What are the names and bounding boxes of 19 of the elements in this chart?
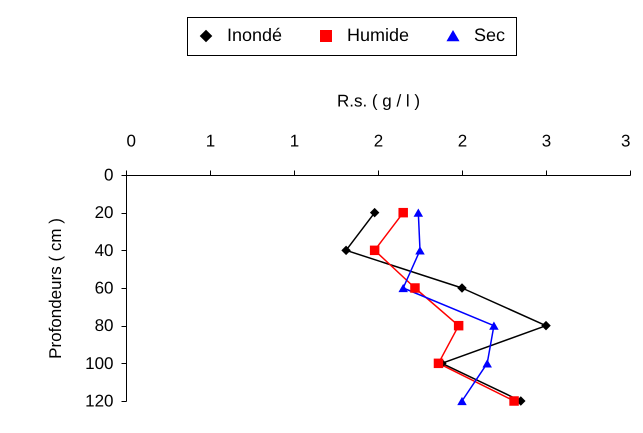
x-tick-label: 0 <box>126 132 136 150</box>
x-tick-label: 3 <box>621 132 630 150</box>
y-tick-label: 60 <box>94 278 114 298</box>
y-tick-label: 80 <box>94 316 114 336</box>
x-axis-title: R.s. ( g / l ) <box>336 92 420 110</box>
y-tick-label: 120 <box>85 392 114 410</box>
y-axis-title: Profondeurs ( cm ) <box>46 218 66 359</box>
y-tick-label: 40 <box>94 240 114 260</box>
y-tick-label: 20 <box>94 203 114 222</box>
x-tick-label: 2 <box>458 132 468 150</box>
x-tick-label: 2 <box>374 132 384 150</box>
legend-label: Inondé <box>227 25 282 45</box>
y-tick-label: 100 <box>85 354 114 373</box>
y-tick-label: 0 <box>104 166 114 184</box>
x-tick-label: 1 <box>290 132 300 150</box>
legend-label: Humide <box>347 25 410 45</box>
x-tick-label: 3 <box>542 132 552 150</box>
legend-label: Sec <box>474 25 506 45</box>
x-tick-label: 1 <box>206 132 216 150</box>
